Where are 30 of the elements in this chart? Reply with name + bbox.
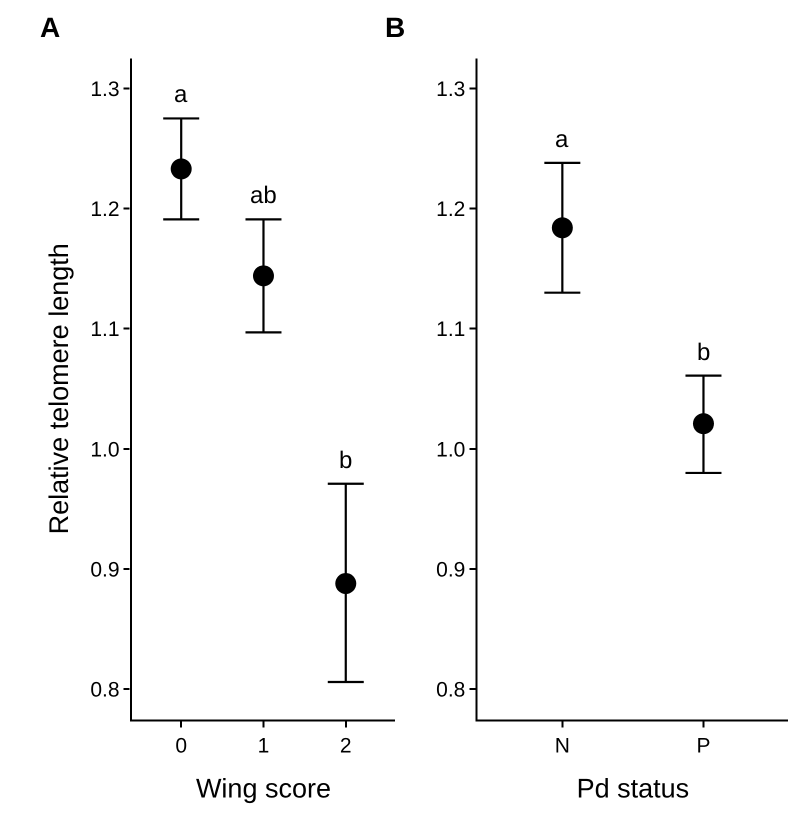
y-tick-label: 1.0 [436,438,466,462]
x-axis-title: Pd status [576,773,690,804]
annotation: a [555,126,569,153]
annotation: b [339,447,352,474]
x-axis-title: Wing score [196,773,332,804]
point [252,265,274,286]
x-tick-label: 0 [175,734,188,758]
annotation: ab [250,182,277,209]
chart-title: B [385,12,406,43]
y-tick-label: 1.1 [436,318,466,342]
x-tick-label: N [554,734,570,758]
y-tick-label: 1.2 [436,198,466,221]
x-tick-label: 1 [258,734,270,758]
annotation: b [697,339,710,366]
y-tick-label: 0.8 [436,678,466,702]
y-tick-label: 1.0 [90,438,120,462]
point [170,158,192,180]
annotation: a [174,81,188,108]
y-tick-label: 1.3 [436,78,466,101]
y-tick-label: 0.9 [436,558,466,582]
x-tick-label: 2 [340,734,352,758]
y-tick-label: 0.8 [90,678,120,702]
chart-title: A [40,12,60,43]
y-axis-title: Relative telomere length [44,243,74,534]
y-tick-label: 1.2 [90,198,120,221]
y-tick-label: 1.1 [90,318,120,342]
point [335,572,356,594]
x-tick-label: P [696,734,710,758]
y-tick-label: 1.3 [90,78,120,101]
y-tick-label: 0.9 [90,558,120,582]
